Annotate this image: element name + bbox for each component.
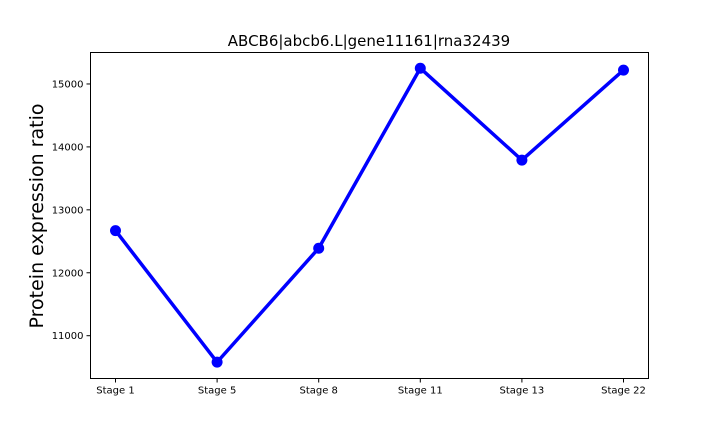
data-point — [516, 154, 528, 166]
y-tick-label: 12000 — [52, 268, 84, 279]
x-tick-label: Stage 22 — [601, 386, 646, 397]
x-tick-label: Stage 11 — [398, 386, 443, 397]
x-tick-label: Stage 8 — [299, 386, 337, 397]
y-tick-label: 14000 — [52, 142, 84, 153]
chart-title: ABCB6|abcb6.L|gene11161|rna32439 — [228, 32, 510, 50]
y-axis: 11000 12000 13000 14000 15000 — [52, 79, 91, 342]
y-tick-label: 13000 — [52, 205, 84, 216]
y-tick-label: 15000 — [52, 79, 84, 90]
x-tick-label: Stage 13 — [499, 386, 544, 397]
data-point — [313, 242, 325, 254]
x-axis: Stage 1 Stage 5 Stage 8 Stage 11 Stage 13 Sta… — [96, 378, 646, 397]
data-point — [414, 62, 426, 74]
y-axis-label: Protein expression ratio — [26, 104, 48, 329]
x-tick-label: Stage 5 — [198, 386, 236, 397]
data-point — [110, 225, 121, 237]
data-point — [211, 356, 223, 368]
series-line — [114, 66, 625, 364]
plot-frame — [90, 52, 649, 379]
y-tick-label: 11000 — [52, 331, 84, 342]
series-group — [110, 62, 629, 368]
data-point — [618, 64, 629, 76]
x-tick-label: Stage 1 — [96, 386, 134, 397]
